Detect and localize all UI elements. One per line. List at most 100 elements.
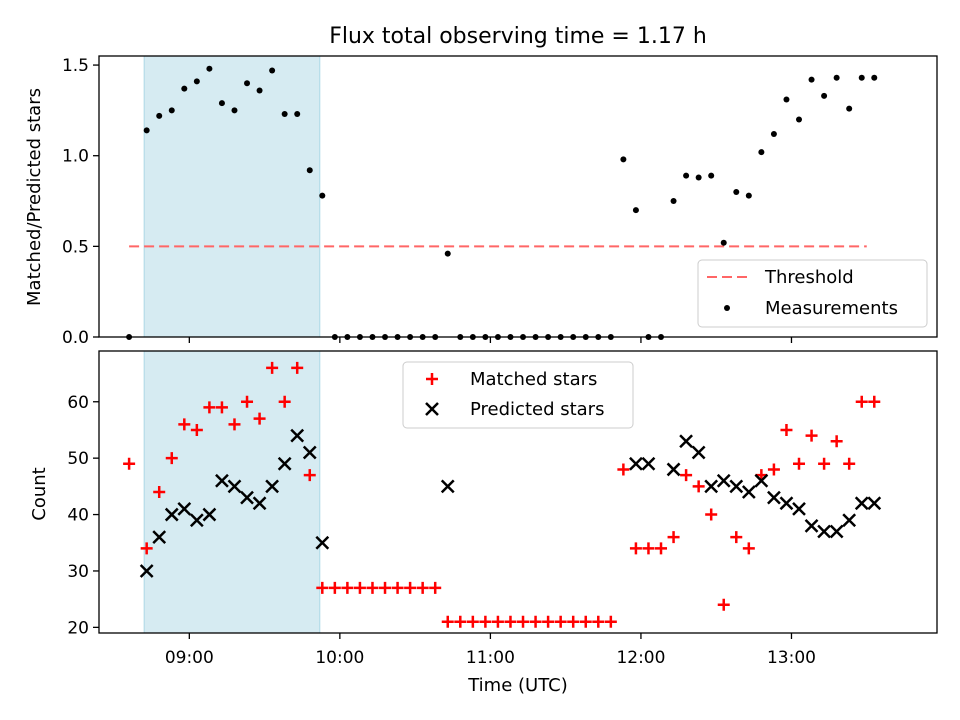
matched-stars-points	[123, 361, 881, 628]
measurement-point	[846, 105, 853, 112]
legend-threshold-label: Threshold	[764, 267, 854, 288]
matched-star-point	[692, 480, 705, 493]
measurement-point	[269, 67, 276, 74]
y-tick-label: 1.5	[62, 56, 89, 76]
predicted-star-point	[265, 479, 280, 494]
matched-star-point	[379, 581, 392, 594]
measurement-point	[733, 188, 740, 195]
matched-star-point	[190, 423, 203, 436]
matched-star-point	[215, 401, 228, 414]
measurement-point	[745, 192, 752, 199]
chart-title: Flux total observing time = 1.17 h	[329, 24, 707, 49]
matched-star-point	[818, 457, 831, 470]
y-tick-label: 0.5	[62, 237, 89, 257]
matched-star-point	[165, 452, 178, 465]
predicted-star-point	[164, 507, 179, 522]
predicted-star-point	[227, 479, 242, 494]
predicted-star-point	[240, 490, 254, 505]
bottom-panel: 20 30 40 50 60 09:00 10:00 11:00 12:00 13:00 Cou…	[29, 350, 938, 696]
predicted-star-point	[189, 513, 204, 528]
matched-star-point	[203, 401, 216, 414]
top-band	[143, 55, 321, 338]
predicted-star-point	[842, 513, 857, 528]
predicted-star-point	[152, 530, 167, 545]
y-tick-label: 30	[67, 562, 89, 582]
matched-star-point	[303, 469, 316, 482]
predicted-star-point	[177, 502, 192, 516]
bottom-y-ticks: 20 30 40 50 60	[67, 393, 99, 638]
predicted-star-point	[641, 456, 656, 471]
measurement-point	[858, 74, 865, 81]
matched-star-point	[843, 457, 856, 470]
legend-matched-swatch	[426, 373, 438, 385]
bottom-y-axis-label: Count	[29, 467, 50, 520]
predicted-star-point	[691, 445, 706, 460]
bottom-axes-frame	[98, 350, 938, 634]
bottom-band	[143, 350, 321, 634]
measurement-point	[306, 167, 313, 174]
x-axis-label: Time (UTC)	[467, 675, 568, 696]
matched-star-point	[341, 581, 354, 594]
measurement-point	[708, 172, 715, 179]
legend-predicted-marker	[425, 402, 439, 416]
predicted-star-point	[729, 479, 744, 494]
predicted-star-point	[629, 456, 643, 471]
measurement-point	[193, 78, 200, 85]
predicted-star-point	[252, 496, 267, 511]
predicted-star-point	[716, 473, 731, 488]
measurement-point	[871, 74, 878, 81]
predicted-star-point	[829, 524, 844, 539]
measurement-point	[181, 85, 188, 92]
measurement-point	[244, 80, 251, 87]
matched-star-point	[705, 508, 718, 521]
matched-star-point	[454, 615, 467, 628]
legend-predicted-swatch	[425, 402, 439, 416]
predicted-star-point	[854, 496, 869, 511]
matched-star-point	[830, 435, 843, 448]
matched-star-point	[617, 463, 630, 476]
predicted-star-point	[215, 473, 229, 488]
measurement-point	[796, 116, 803, 123]
measurement-point	[758, 149, 765, 156]
matched-star-point	[466, 615, 479, 628]
matched-star-point	[604, 615, 617, 628]
measurement-point	[256, 87, 263, 94]
matched-star-point	[366, 581, 379, 594]
matched-star-point	[404, 581, 417, 594]
matched-star-point	[391, 581, 404, 594]
x-tick-label: 09:00	[165, 648, 214, 668]
matched-star-point	[123, 457, 136, 470]
predicted-star-point	[779, 496, 794, 511]
predicted-star-point	[202, 507, 217, 522]
predicted-star-point	[741, 485, 756, 499]
measurement-points	[126, 65, 878, 340]
matched-star-point	[767, 463, 780, 476]
matched-star-point	[316, 581, 329, 594]
matched-star-point	[140, 542, 153, 555]
matched-star-point	[504, 615, 517, 628]
matched-star-point	[680, 469, 693, 482]
measurement-point	[231, 107, 238, 114]
measurement-point	[218, 100, 225, 107]
x-tick-label: 10:00	[315, 648, 364, 668]
matched-star-point	[868, 395, 881, 408]
matched-star-point	[517, 615, 530, 628]
matched-star-point	[592, 615, 605, 628]
measurement-point	[281, 111, 288, 118]
predicted-star-point	[315, 535, 330, 550]
matched-star-point	[266, 361, 279, 374]
legend-measurement-label: Measurements	[765, 298, 898, 319]
bottom-legend: Matched stars Predicted stars	[402, 361, 634, 429]
matched-star-point	[429, 581, 442, 594]
x-tick-label: 11:00	[466, 648, 515, 668]
matched-star-point	[353, 581, 366, 594]
matched-star-point	[567, 615, 580, 628]
matched-star-point	[153, 486, 166, 498]
y-tick-label: 1.0	[62, 147, 89, 167]
matched-star-point	[491, 615, 504, 628]
x-tick-label: 12:00	[616, 648, 665, 668]
matched-star-point	[780, 423, 793, 436]
measurement-point	[720, 239, 727, 246]
measurement-point	[444, 250, 451, 257]
